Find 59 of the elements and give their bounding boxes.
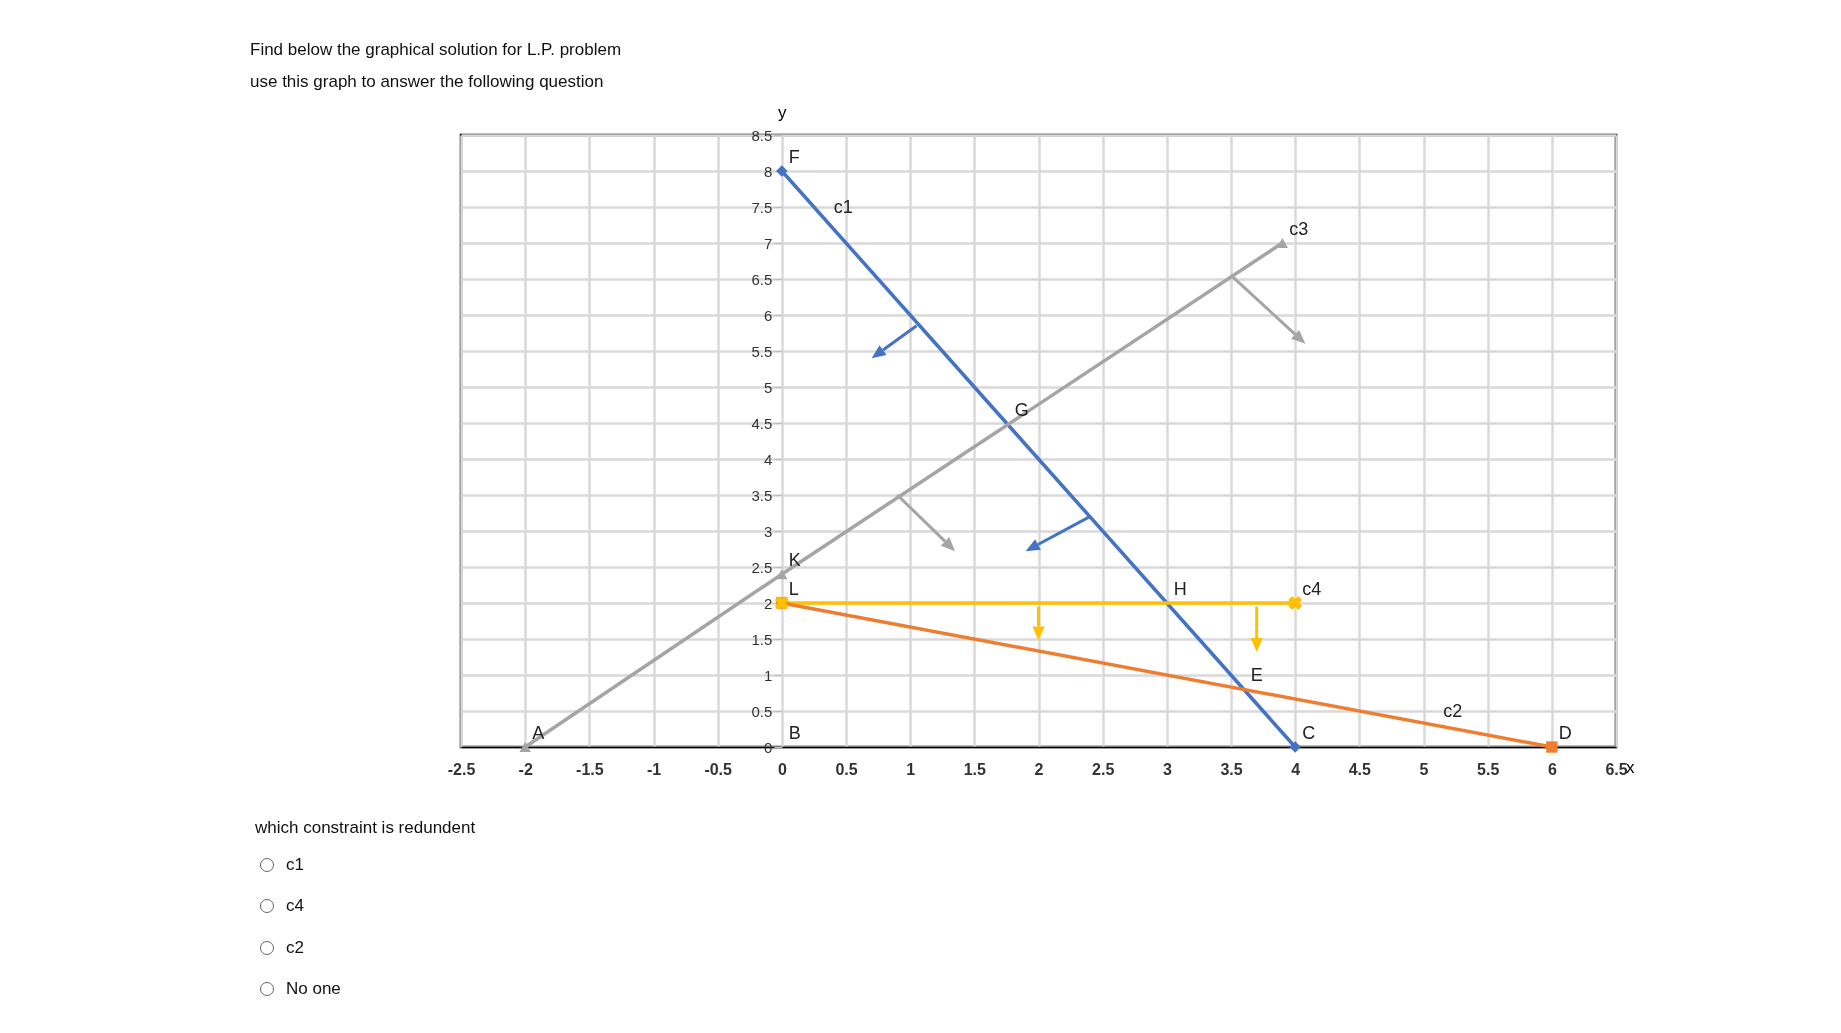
annotation: G <box>1014 400 1029 421</box>
x-tick-label: 1.5 <box>963 760 987 778</box>
y-tick-label: 4.5 <box>751 414 773 432</box>
annotation: c4 <box>1302 579 1322 599</box>
annotation: c1 <box>833 197 853 218</box>
y-axis-title: y <box>778 102 788 122</box>
x-tick-label: 2 <box>1034 760 1044 778</box>
x-tick-label: 5 <box>1419 760 1429 778</box>
x-tick-label: 6.5 <box>1605 760 1628 778</box>
y-tick-label: 6.5 <box>751 270 773 288</box>
annotation: K <box>788 550 801 571</box>
x-tick-label: 5.5 <box>1477 760 1500 778</box>
text: No one <box>286 979 341 1000</box>
x-tick-label: 0 <box>777 760 787 778</box>
y-tick-label: 2.5 <box>751 558 773 576</box>
annotation: A <box>532 723 545 743</box>
annotation: c2 <box>1443 701 1463 722</box>
y-tick-label: 5 <box>763 378 773 396</box>
annotation: D <box>1558 723 1572 743</box>
x-axis-title: x <box>1626 757 1635 777</box>
x-tick-label: 3.5 <box>1220 760 1243 778</box>
text: c2 <box>286 937 304 958</box>
y-tick-label: 1.5 <box>751 630 773 648</box>
annotation: B <box>788 723 801 743</box>
y-tick-label: 5.5 <box>751 342 773 360</box>
x-tick-label: 1 <box>906 760 916 778</box>
annotation: c3 <box>1289 219 1309 239</box>
y-tick-label: 0.5 <box>751 702 773 720</box>
y-tick-label: 4 <box>763 450 773 468</box>
y-tick-label: 6 <box>763 306 773 324</box>
x-tick-label: -1.5 <box>576 760 604 778</box>
x-tick-label: 4 <box>1291 760 1301 778</box>
x-tick-label: -2 <box>518 760 533 778</box>
x-tick-label: -2.5 <box>447 760 476 778</box>
y-tick-label: 8.5 <box>751 126 773 144</box>
y-tick-label: 3.5 <box>751 486 773 504</box>
x-tick-label: 4.5 <box>1348 760 1372 778</box>
annotation: F <box>788 147 800 167</box>
y-tick-label: 1 <box>763 666 773 684</box>
chart-title: Find below the graphical solution for L.P. problem <box>250 39 622 61</box>
x-tick-label: 0.5 <box>835 760 858 778</box>
annotation: L <box>788 579 799 599</box>
y-tick-label: 7 <box>763 234 773 252</box>
text: c4 <box>286 896 304 917</box>
x-tick-label: -0.5 <box>704 760 733 778</box>
chart-subtitle: use this graph to answer the following question <box>250 71 605 93</box>
x-tick-label: 2.5 <box>1092 760 1115 778</box>
x-tick-label: 6 <box>1547 760 1557 778</box>
y-tick-label: 2 <box>763 594 773 612</box>
annotation: H <box>1173 579 1187 599</box>
annotation: E <box>1250 665 1263 686</box>
y-tick-label: 8 <box>763 162 773 180</box>
x-tick-label: -1 <box>646 760 662 778</box>
y-tick-label: 3 <box>763 522 773 540</box>
y-tick-label: 7.5 <box>751 198 773 216</box>
text: which constraint is redundent <box>255 818 476 839</box>
text: c1 <box>286 854 304 875</box>
x-tick-label: 3 <box>1162 760 1172 778</box>
annotation: C <box>1302 723 1316 743</box>
